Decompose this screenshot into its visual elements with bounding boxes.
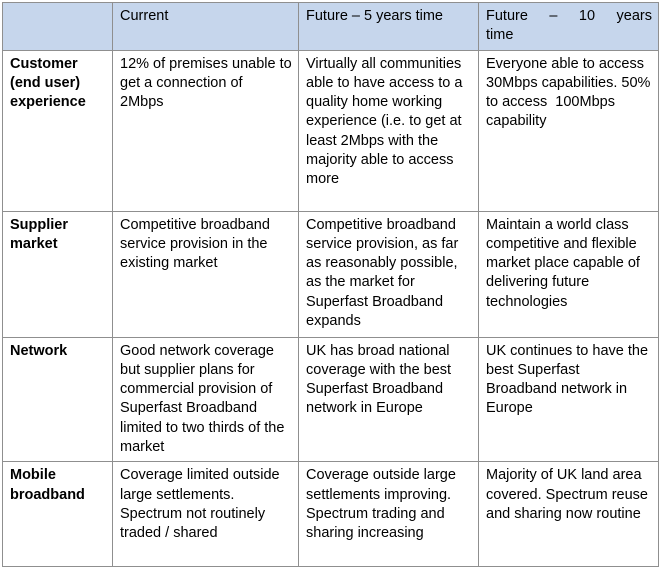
column-header-current: Current — [112, 2, 299, 51]
cell-mobile-broadband-five: Coverage outside large settlements impro… — [298, 461, 479, 567]
cell-supplier-market-ten: Maintain a world class competitive and f… — [478, 210, 659, 338]
cell-customer-experience-ten: Everyone able to access 30Mbps capabilit… — [478, 49, 659, 212]
table-row: Supplier market Competitive broadband se… — [2, 210, 659, 338]
cell-network-current: Good network coverage but supplier plans… — [112, 336, 299, 463]
cell-network-five: UK has broad national coverage with the … — [298, 336, 479, 463]
row-label-supplier-market: Supplier market — [2, 210, 113, 338]
column-header-future-10-years-line2: time — [486, 27, 514, 44]
table-header: Current Future – 5 years time Future – 1… — [2, 2, 659, 51]
cell-customer-experience-current: 12% of premises unable to get a connecti… — [112, 49, 299, 212]
row-label-network: Network — [2, 336, 113, 463]
cell-supplier-market-five: Competitive broadband service provision,… — [298, 210, 479, 338]
column-header-category — [2, 2, 113, 51]
cell-supplier-market-current: Competitive broadband service provision … — [112, 210, 299, 338]
cell-mobile-broadband-current: Coverage limited outside large settlemen… — [112, 461, 299, 567]
table-row: Customer (end user) experience 12% of pr… — [2, 49, 659, 212]
column-header-future-5-years: Future – 5 years time — [298, 2, 479, 51]
row-label-mobile-broadband: Mobile broadband — [2, 461, 113, 567]
header-row: Current Future – 5 years time Future – 1… — [2, 2, 659, 51]
cell-mobile-broadband-ten: Majority of UK land area covered. Spectr… — [478, 461, 659, 567]
cell-network-ten: UK continues to have the best Superfast … — [478, 336, 659, 463]
cell-customer-experience-five: Virtually all communities able to have a… — [298, 49, 479, 212]
table-row: Mobile broadband Coverage limited outsid… — [2, 461, 659, 567]
table-row: Network Good network coverage but suppli… — [2, 336, 659, 463]
column-header-future-10-years-line1: Future – 10 years — [486, 8, 652, 24]
column-header-future-10-years: Future – 10 years time — [478, 2, 659, 51]
row-label-customer-experience: Customer (end user) experience — [2, 49, 113, 212]
table-body: Customer (end user) experience 12% of pr… — [2, 49, 659, 567]
